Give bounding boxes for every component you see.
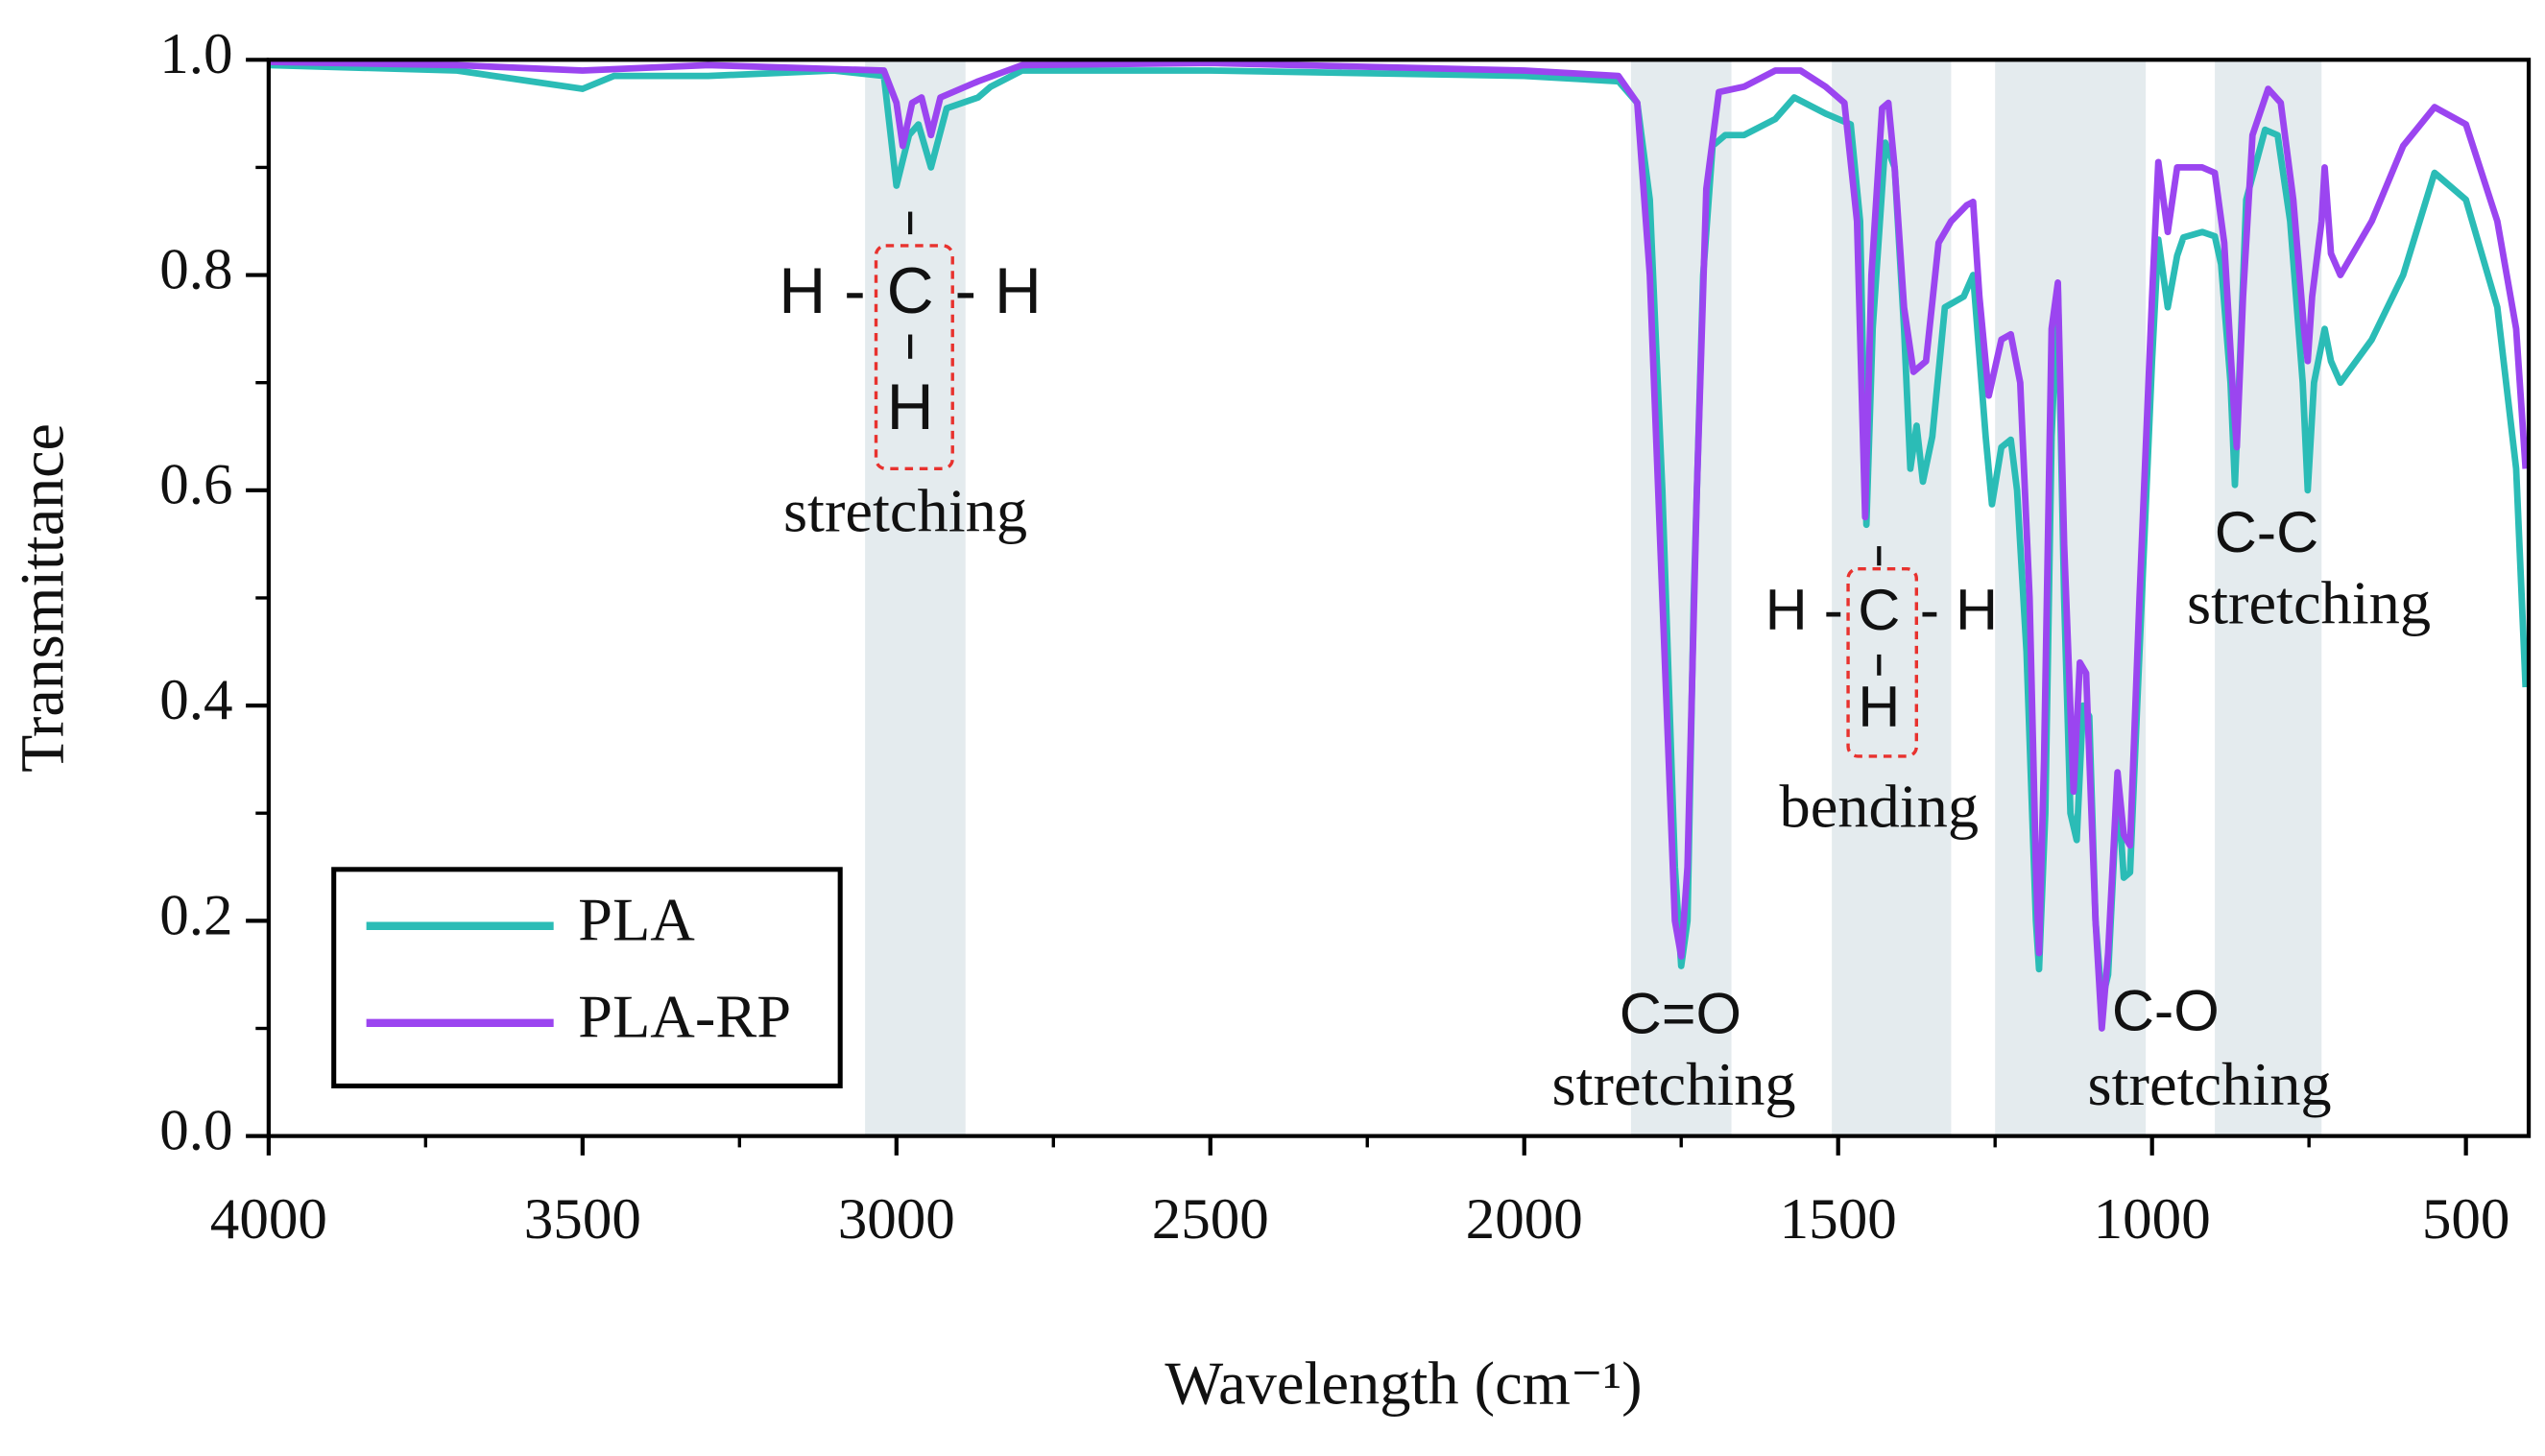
shaded-region [2215,60,2322,1136]
formula-right: - H [1920,577,1998,642]
annotation-text: stretching [1552,1050,1796,1118]
legend-label: PLA [578,886,695,954]
legend-label: PLA-RP [578,983,791,1051]
x-tick-label: 1500 [1780,1187,1897,1252]
y-tick-label: 0.8 [159,238,232,302]
formula-left: H - [1765,577,1843,642]
x-tick-label: 500 [2422,1187,2510,1252]
formula-left: H - [779,255,865,327]
y-axis-label: Transmittance [8,423,76,773]
annotation-text: stretching [783,477,1027,545]
annotation-text: stretching [2088,1050,2332,1118]
formula-box [1846,566,1919,758]
series-line [268,61,2530,1005]
legend-box [331,867,843,1088]
annotation-formula: C-O [2112,978,2220,1043]
y-tick-label: 0.0 [159,1099,232,1163]
x-tick-label: 4000 [210,1187,327,1252]
y-tick-label: 0.6 [159,453,232,517]
x-tick-label: 3500 [524,1187,641,1252]
shaded-region [865,60,966,1136]
formula-center: C [1858,577,1900,642]
x-tick-label: 2000 [1466,1187,1583,1252]
annotation-text: stretching [2187,569,2431,637]
annotation-formula: C=O [1620,981,1741,1046]
x-tick-label: 1000 [2094,1187,2211,1252]
annotation-formula: C-C [2215,499,2319,564]
formula-center: C [887,255,934,327]
x-tick-label: 3000 [838,1187,955,1252]
y-tick-label: 0.2 [159,883,232,947]
shaded-region [1832,60,1952,1136]
formula-bottom: H [1858,674,1900,739]
y-tick-label: 0.4 [159,668,232,732]
shaded-region [1995,60,2147,1136]
formula-right: - H [954,255,1041,327]
x-tick-label: 2500 [1152,1187,1269,1252]
series-line [268,59,2530,1032]
y-tick-label: 1.0 [159,22,232,86]
x-axis-label: Wavelength (cm⁻¹) [1164,1349,1642,1418]
annotation-text: bending [1779,773,1979,841]
formula-bottom: H [887,371,934,443]
